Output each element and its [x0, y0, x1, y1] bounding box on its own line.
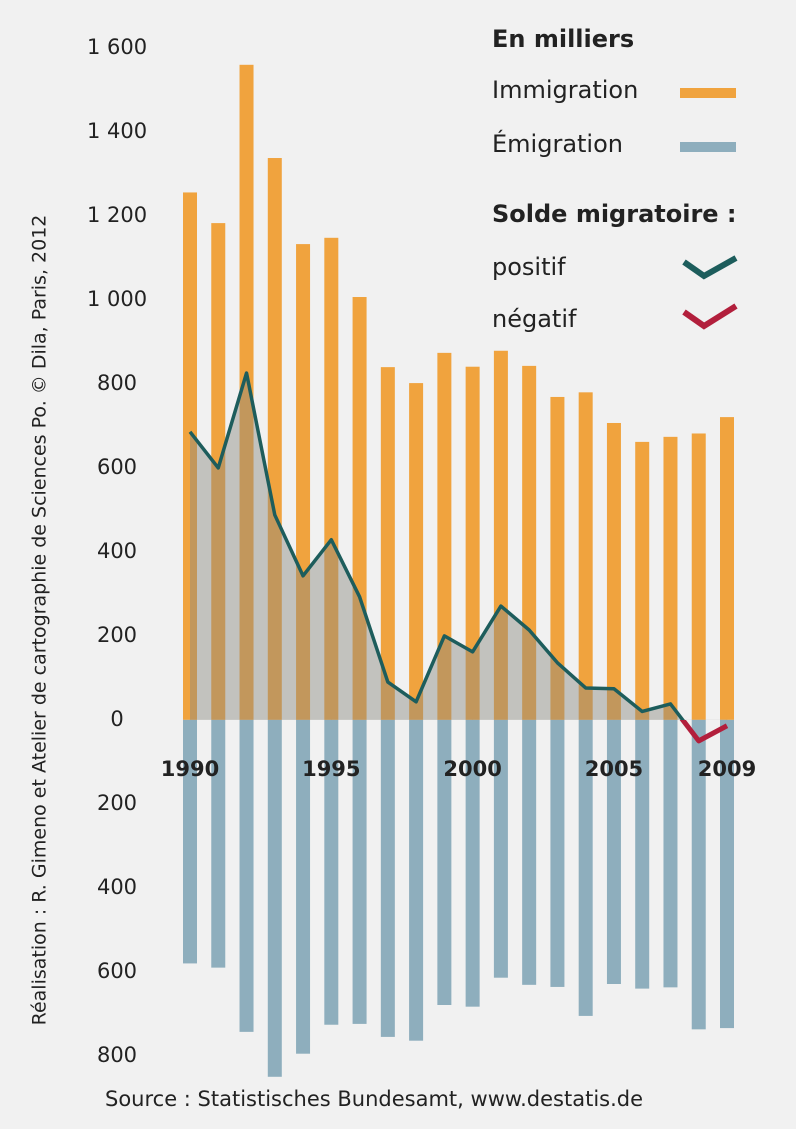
legend-title: Solde migratoire :	[492, 200, 737, 228]
bar	[465, 366, 480, 720]
bar	[324, 237, 339, 720]
x-tick-label: 2009	[698, 757, 756, 781]
y-tick-label: 1 600	[87, 35, 147, 59]
bar	[663, 719, 678, 988]
bar	[493, 350, 508, 720]
bar	[296, 719, 311, 1054]
x-tick-label: 2000	[443, 757, 501, 781]
bar	[239, 719, 254, 1032]
y-tick-label: 600	[97, 959, 137, 983]
legend-label: Immigration	[492, 76, 638, 104]
bar	[635, 441, 650, 720]
bar	[522, 365, 537, 720]
bar	[550, 719, 565, 987]
bar	[183, 719, 197, 964]
legend-label: Émigration	[492, 129, 623, 158]
bar	[211, 223, 226, 720]
bar	[691, 433, 706, 720]
bar	[409, 383, 424, 720]
bar	[663, 436, 678, 720]
bar	[522, 719, 537, 985]
legend-title: En milliers	[492, 25, 634, 53]
bar	[691, 719, 706, 1030]
legend-swatch	[680, 142, 736, 152]
y-tick-label: 0	[110, 707, 123, 731]
bar	[465, 719, 480, 1007]
y-tick-label: 600	[97, 455, 137, 479]
bar	[267, 719, 282, 1077]
legend-swatch	[680, 88, 736, 98]
bar	[493, 719, 508, 978]
bar	[352, 719, 367, 1024]
legend-label: positif	[492, 253, 566, 281]
y-tick-label: 1 400	[87, 119, 147, 143]
y-tick-label: 200	[97, 791, 137, 815]
plot	[183, 64, 734, 1077]
y-tick-label: 400	[97, 539, 137, 563]
y-tick-label: 400	[97, 875, 137, 899]
bar	[324, 719, 339, 1025]
y-tick-label: 1 000	[87, 287, 147, 311]
bar	[239, 64, 254, 720]
bar	[267, 158, 282, 720]
bar	[380, 719, 395, 1037]
source: Source : Statistisches Bundesamt, www.de…	[105, 1087, 643, 1111]
legend-label: négatif	[492, 305, 577, 333]
y-tick-label: 800	[97, 371, 137, 395]
bar	[352, 297, 367, 720]
legend-swatch	[682, 303, 738, 330]
bar	[720, 417, 734, 720]
balance-area	[190, 373, 727, 720]
bar	[437, 352, 452, 720]
bar	[183, 192, 197, 720]
x-tick-label: 1995	[302, 757, 360, 781]
bar	[635, 719, 650, 989]
balance-line-positive	[188, 371, 685, 720]
y-tick-label: 1 200	[87, 203, 147, 227]
credit: Réalisation : R. Gimeno et Atelier de ca…	[29, 215, 51, 1026]
bar	[211, 719, 226, 968]
bar	[380, 367, 395, 720]
bar	[578, 392, 593, 720]
bar	[296, 244, 311, 720]
bar	[578, 719, 593, 1016]
x-tick-label: 2005	[585, 757, 643, 781]
bar	[606, 719, 621, 984]
y-tick-label: 800	[97, 1043, 137, 1067]
bar	[550, 396, 565, 720]
x-tick-label: 1990	[161, 757, 219, 781]
bar	[437, 719, 452, 1005]
bar	[606, 422, 621, 720]
legend-swatch	[682, 255, 738, 280]
y-tick-label: 200	[97, 623, 137, 647]
bar	[720, 719, 734, 1029]
bar	[409, 719, 424, 1041]
